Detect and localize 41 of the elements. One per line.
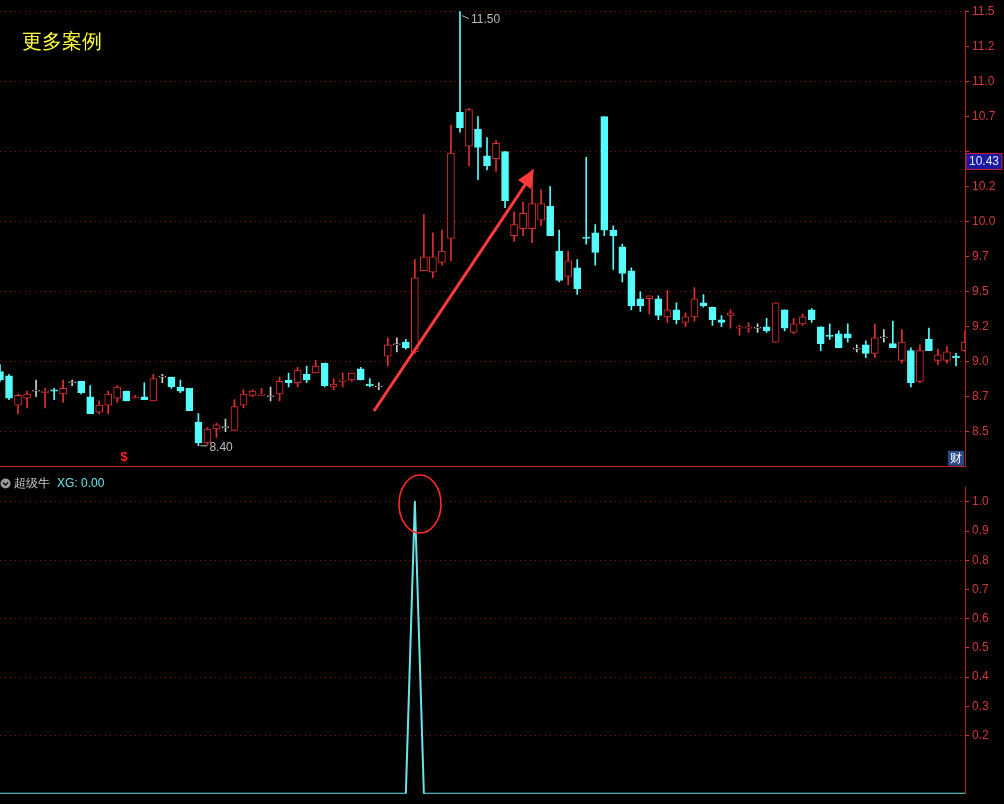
y-tick-label: 10.2 <box>972 178 996 193</box>
annotation: 11.50 <box>470 11 501 26</box>
y-tick-label: 10.7 <box>972 108 996 123</box>
y-tick-label: 10.0 <box>972 214 996 229</box>
y-tick-label: 0.9 <box>972 523 990 538</box>
annotation: XG: 0.00 <box>57 476 105 491</box>
annotation: 10.43 <box>969 153 1000 168</box>
annotation: 财 <box>950 450 962 465</box>
y-tick-label: 9.7 <box>972 249 990 264</box>
y-tick-label: 9.2 <box>972 319 990 334</box>
y-tick-label: 0.3 <box>972 698 990 713</box>
y-tick-label: 0.4 <box>972 669 990 684</box>
candlestick <box>456 11 464 133</box>
annotation: $ <box>120 449 129 465</box>
y-tick-label: 8.7 <box>972 389 990 404</box>
chart-title: 超级牛 <box>14 476 50 491</box>
annotation: 8.40 <box>209 440 234 455</box>
candlestick <box>140 382 149 400</box>
candlestick <box>392 337 401 353</box>
y-tick-label: 0.8 <box>972 552 990 567</box>
y-tick-label: 11.5 <box>972 3 995 18</box>
annotation: 更多案例 <box>22 29 102 52</box>
y-tick-label: 9.0 <box>972 354 990 369</box>
candlestick <box>374 382 383 391</box>
candlestick <box>889 320 897 349</box>
y-tick-label: 11.2 <box>972 38 995 53</box>
y-tick-label: 11.0 <box>972 73 995 88</box>
candlestick <box>582 156 591 245</box>
candlestick <box>852 344 861 353</box>
candlestick <box>880 329 888 343</box>
y-tick-label: 0.6 <box>972 610 990 625</box>
y-tick-label: 0.7 <box>972 581 990 596</box>
candlestick <box>338 372 347 388</box>
y-tick-label: 9.5 <box>972 284 990 299</box>
y-tick-label: 0.5 <box>972 640 990 655</box>
y-tick-label: 0.2 <box>972 727 990 742</box>
candlestick <box>32 379 40 398</box>
y-tick-label: 1.0 <box>972 494 990 509</box>
candlestick <box>609 225 618 270</box>
candlestick <box>50 388 58 400</box>
y-tick-label: 8.5 <box>972 424 990 439</box>
